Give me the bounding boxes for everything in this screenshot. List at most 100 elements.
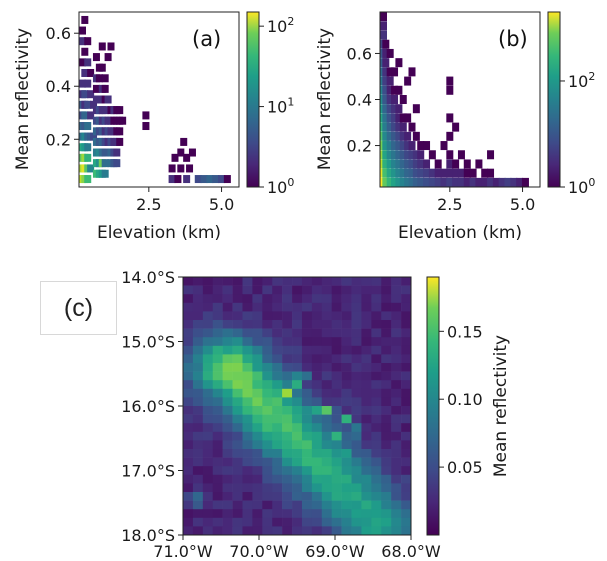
panel-c-cell — [361, 449, 372, 458]
panel-c-cell — [262, 354, 273, 364]
panel-a-cell — [84, 79, 92, 88]
panel-c-cell — [331, 277, 342, 286]
panel-c-cell — [183, 449, 194, 458]
panel-b-cell — [446, 168, 454, 178]
panel-c-cell — [202, 423, 214, 433]
panel-c-cell — [371, 285, 382, 295]
panel-b-cell — [417, 168, 425, 178]
panel-c-cell — [262, 517, 273, 527]
panel-c-cell — [401, 474, 412, 484]
panel-c-cell — [212, 457, 223, 467]
panel-c-cell — [351, 328, 362, 338]
panel-b-cell — [391, 113, 399, 123]
panel-c-cell — [331, 440, 342, 450]
panel-c-cell — [183, 345, 194, 355]
panel-c-cell — [282, 431, 293, 441]
panel-c-cell — [401, 406, 412, 415]
panel-a-cell — [79, 79, 86, 88]
panel-c-cell — [351, 457, 362, 467]
panel-c-cell — [192, 414, 204, 424]
panel-c-cell — [371, 457, 382, 467]
panel-b-cell — [386, 141, 394, 151]
panel-c-cell — [301, 397, 313, 407]
panel-c-cell — [401, 337, 412, 347]
panel-c-cell — [282, 449, 293, 458]
panel-c-cell — [311, 302, 323, 312]
panel-c-cell — [282, 509, 293, 519]
panel-c-cell — [282, 277, 293, 286]
panel-a-cell — [87, 90, 95, 99]
panel-c-cell — [381, 466, 392, 476]
panel-c-cell — [331, 423, 342, 433]
panel-b-cell — [404, 150, 412, 160]
panel-a-cell — [104, 95, 112, 104]
panel-c-cell — [381, 440, 392, 450]
panel-c-cell — [262, 423, 273, 433]
panel-c-cell — [272, 423, 283, 433]
panel-c-cell — [183, 380, 194, 390]
panel-a-cell — [81, 90, 89, 99]
panel-c-cell — [381, 457, 392, 467]
panel-c-cell — [331, 285, 342, 295]
panel-c-cell — [331, 363, 342, 372]
panel-c-cell — [183, 397, 194, 407]
panel-c-cell — [272, 320, 283, 329]
panel-a-cell — [171, 153, 179, 162]
panel-c-cell — [202, 388, 214, 398]
panel-c-cell — [222, 483, 233, 493]
panel-b-cell — [481, 177, 489, 187]
panel-a-cell — [142, 122, 150, 131]
panel-c-cell — [242, 363, 253, 372]
panel-c-cell — [341, 457, 352, 467]
panel-c-cell — [242, 380, 253, 390]
panel-c-cell — [202, 509, 214, 519]
panel-c-cell — [391, 345, 402, 355]
panel-c-cell — [331, 526, 342, 536]
panel-c-cell — [272, 354, 283, 364]
panel-c-cell — [183, 320, 194, 329]
panel-b-cell — [452, 159, 460, 169]
panel-c-cell — [341, 414, 352, 424]
panel-b-cell — [408, 177, 416, 187]
panel-c-cell — [222, 388, 233, 398]
panel-c-cell — [301, 337, 313, 347]
panel-c-cell — [212, 328, 223, 338]
panel-c-cell — [351, 388, 362, 398]
panel-b-cbtick-label: 102 — [568, 70, 595, 91]
panel-c-cell — [262, 466, 273, 476]
panel-c-cell — [202, 457, 214, 467]
panel-c-cell — [341, 345, 352, 355]
panel-c-cell — [321, 449, 332, 458]
panel-c-cell — [183, 431, 194, 441]
panel-c-cell — [361, 388, 372, 398]
panel-c-cell — [192, 302, 204, 312]
panel-c-cell — [192, 500, 204, 510]
panel-c-cell — [183, 474, 194, 484]
panel-c-cell — [311, 337, 323, 347]
panel-b-cell — [412, 159, 420, 169]
panel-c-cell — [391, 328, 402, 338]
panel-c-cell — [212, 414, 223, 424]
panel-c-cell — [321, 328, 332, 338]
panel-a-cell — [177, 164, 185, 173]
panel-a-cell — [119, 116, 127, 125]
panel-b-cell — [395, 141, 403, 151]
panel-c-cell — [341, 406, 352, 415]
panel-c-cell — [341, 302, 352, 312]
panel-c-cell — [401, 285, 412, 295]
panel-b-cell — [386, 85, 394, 95]
panel-c-cell — [391, 423, 402, 433]
panel-c-cell — [262, 449, 273, 458]
panel-c-cell — [232, 294, 243, 304]
panel-c-cell — [252, 311, 263, 321]
panel-b-cell — [404, 141, 412, 151]
panel-c-cell — [192, 337, 204, 347]
panel-c-cell — [262, 345, 273, 355]
panel-c-cell — [272, 302, 283, 312]
panel-c-cell — [401, 526, 412, 536]
panel-b-xtick-label: 2.5 — [437, 195, 462, 214]
panel-c-cell — [301, 406, 313, 415]
panel-c-cell — [272, 277, 283, 286]
panel-c-cell — [242, 311, 253, 321]
panel-a-cell — [188, 148, 196, 157]
